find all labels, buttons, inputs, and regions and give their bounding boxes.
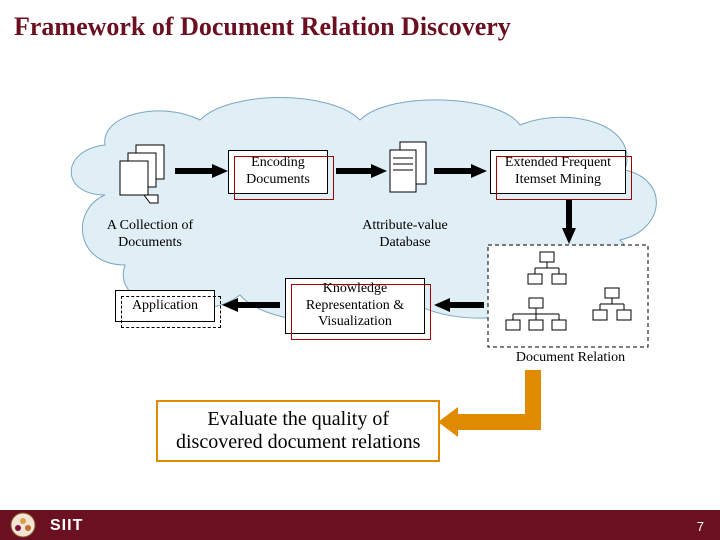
logo-icon	[10, 512, 36, 538]
encoding-box: Encoding Documents	[228, 150, 328, 194]
page-number: 7	[697, 519, 704, 534]
mining-l1: Extended Frequent	[505, 155, 611, 170]
encoding-l2: Documents	[246, 172, 310, 187]
mining-box: Extended Frequent Itemset Mining	[490, 150, 626, 194]
krv-box: Knowledge Representation & Visualization	[285, 278, 425, 334]
footer-label: SIIT	[50, 517, 83, 535]
application-box: Application	[115, 290, 215, 322]
footer-bar	[0, 510, 720, 540]
encoding-l1: Encoding	[251, 155, 305, 170]
orange-arrow	[0, 0, 720, 540]
mining-l2: Itemset Mining	[515, 172, 601, 187]
